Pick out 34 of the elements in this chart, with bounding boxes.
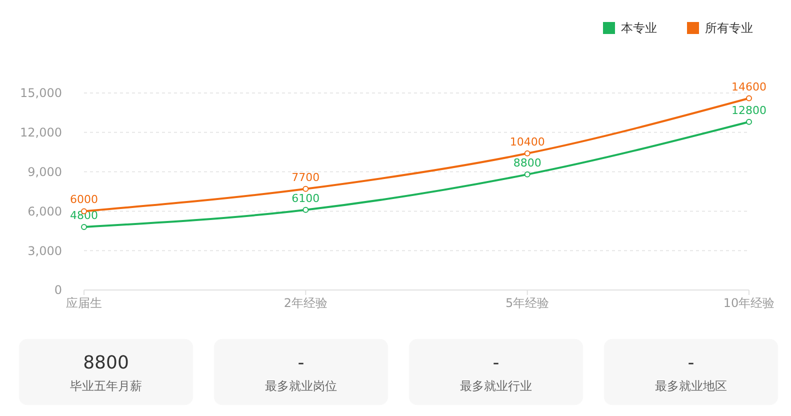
text: - — [688, 352, 694, 374]
text: - — [298, 352, 304, 374]
text: 最多就业行业 — [460, 379, 532, 394]
data-label: 8800 — [513, 156, 542, 170]
y-tick-label: 3,000 — [28, 244, 62, 258]
point — [746, 95, 752, 102]
text: 最多就业岗位 — [265, 379, 337, 394]
text: 毕业五年月薪 — [70, 379, 142, 394]
y-tick-label: 9,000 — [28, 165, 62, 179]
point — [746, 118, 752, 125]
y-tick-label: 12,000 — [20, 126, 62, 140]
point — [524, 171, 530, 178]
data-label: 10400 — [510, 135, 545, 148]
y-tick-label: 0 — [54, 283, 62, 298]
point — [81, 224, 87, 230]
text: - — [492, 352, 500, 374]
point — [302, 206, 309, 213]
text: 8800 — [83, 352, 129, 374]
data-label: 7700 — [292, 170, 320, 184]
data-label: 12800 — [732, 104, 766, 117]
legend-label: 本专业 — [621, 21, 657, 36]
x-tick-label: 2年经验 — [284, 296, 328, 310]
x-tick-label: 应届生 — [66, 296, 102, 310]
data-label: 6100 — [292, 192, 320, 205]
point — [524, 150, 530, 156]
x-tick-label: 10年经验 — [723, 296, 775, 310]
y-tick-label: 15,000 — [20, 86, 62, 100]
point — [302, 186, 309, 192]
text: 最多就业地区 — [655, 379, 727, 394]
x-tick-label: 5年经验 — [506, 296, 550, 310]
data-label: 14600 — [732, 80, 766, 94]
legend-label: 所有专业 — [705, 21, 753, 36]
data-label: 6000 — [70, 193, 98, 206]
y-tick-label: 6,000 — [28, 204, 62, 218]
